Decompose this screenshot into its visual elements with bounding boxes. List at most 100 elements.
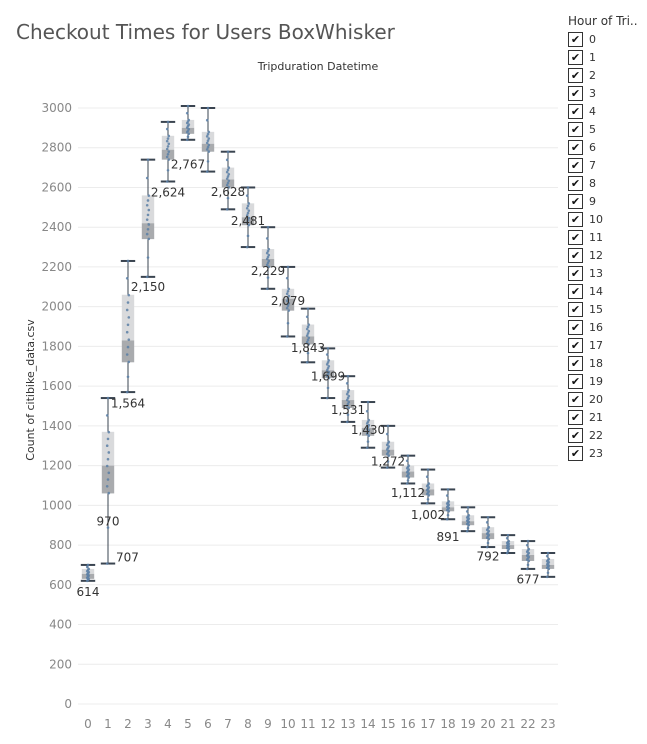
legend-item-hour-20[interactable]: ✔ 20	[568, 390, 647, 408]
checkbox-checked-icon[interactable]: ✔	[568, 67, 583, 83]
checkbox-checked-icon[interactable]: ✔	[568, 103, 583, 119]
legend-item-hour-3[interactable]: ✔ 3	[568, 84, 647, 102]
legend-item-hour-5[interactable]: ✔ 5	[568, 120, 647, 138]
data-point	[347, 388, 351, 392]
legend-item-label: 11	[589, 230, 603, 244]
data-label: 1,843	[291, 341, 325, 355]
data-point	[145, 218, 149, 221]
data-point	[307, 343, 311, 346]
data-point	[167, 134, 171, 138]
legend-item-hour-1[interactable]: ✔ 1	[568, 48, 647, 66]
legend-item-hour-2[interactable]: ✔ 2	[568, 66, 647, 84]
checkbox-checked-icon[interactable]: ✔	[568, 283, 583, 299]
data-point	[306, 332, 310, 335]
box-1	[100, 396, 116, 565]
data-point	[465, 529, 469, 533]
checkbox-checked-icon[interactable]: ✔	[568, 247, 583, 263]
legend-item-label: 7	[589, 158, 596, 172]
checkbox-checked-icon[interactable]: ✔	[568, 319, 583, 335]
checkbox-checked-icon[interactable]: ✔	[568, 337, 583, 353]
data-point	[246, 186, 250, 189]
checkbox-checked-icon[interactable]: ✔	[568, 211, 583, 227]
checkbox-checked-icon[interactable]: ✔	[568, 427, 583, 443]
checkbox-checked-icon[interactable]: ✔	[568, 355, 583, 371]
data-point	[165, 139, 169, 143]
legend-item-hour-9[interactable]: ✔ 9	[568, 192, 647, 210]
data-point	[326, 372, 330, 376]
data-point	[265, 251, 269, 255]
legend-item-hour-12[interactable]: ✔ 12	[568, 246, 647, 264]
data-point	[365, 409, 369, 413]
data-point	[246, 234, 250, 238]
data-point	[265, 263, 269, 267]
checkbox-checked-icon[interactable]: ✔	[568, 445, 583, 461]
legend-item-hour-13[interactable]: ✔ 13	[568, 264, 647, 282]
checkbox-checked-icon[interactable]: ✔	[568, 121, 583, 137]
legend-item-hour-22[interactable]: ✔ 22	[568, 426, 647, 444]
legend-item-hour-6[interactable]: ✔ 6	[568, 138, 647, 156]
checkbox-checked-icon[interactable]: ✔	[568, 391, 583, 407]
legend-item-hour-21[interactable]: ✔ 21	[568, 408, 647, 426]
data-point	[226, 196, 230, 200]
data-point	[227, 166, 231, 170]
data-point	[366, 440, 370, 443]
legend-item-hour-14[interactable]: ✔ 14	[568, 282, 647, 300]
legend-item-hour-16[interactable]: ✔ 16	[568, 318, 647, 336]
data-point	[207, 137, 211, 140]
data-point	[166, 152, 170, 156]
legend-item-hour-10[interactable]: ✔ 10	[568, 210, 647, 228]
legend-item-hour-23[interactable]: ✔ 23	[568, 444, 647, 462]
checkbox-checked-icon[interactable]: ✔	[568, 49, 583, 65]
data-point	[385, 432, 389, 436]
legend-item-hour-0[interactable]: ✔ 0	[568, 30, 647, 48]
legend-item-hour-7[interactable]: ✔ 7	[568, 156, 647, 174]
data-point	[266, 249, 270, 253]
data-point	[366, 400, 370, 404]
legend-item-label: 19	[589, 374, 603, 388]
legend-item-hour-4[interactable]: ✔ 4	[568, 102, 647, 120]
data-point	[347, 394, 351, 398]
checkbox-checked-icon[interactable]: ✔	[568, 409, 583, 425]
checkbox-checked-icon[interactable]: ✔	[568, 265, 583, 281]
checkbox-checked-icon[interactable]: ✔	[568, 373, 583, 389]
checkbox-checked-icon[interactable]: ✔	[568, 31, 583, 47]
data-point	[185, 138, 189, 142]
data-point	[247, 209, 251, 212]
data-point	[267, 259, 271, 263]
checkbox-checked-icon[interactable]: ✔	[568, 229, 583, 245]
y-tick-label: 0	[64, 697, 72, 711]
data-point	[447, 500, 451, 503]
y-tick-label: 600	[49, 578, 72, 592]
data-point	[227, 179, 231, 183]
legend-item-hour-11[interactable]: ✔ 11	[568, 228, 647, 246]
checkbox-checked-icon[interactable]: ✔	[568, 85, 583, 101]
box-3	[140, 158, 156, 279]
legend-item-hour-18[interactable]: ✔ 18	[568, 354, 647, 372]
data-point	[267, 265, 271, 269]
y-tick-label: 1400	[41, 419, 72, 433]
data-point	[125, 353, 129, 356]
data-point	[167, 150, 171, 153]
box-22	[520, 539, 536, 571]
checkbox-checked-icon[interactable]: ✔	[568, 175, 583, 191]
checkbox-checked-icon[interactable]: ✔	[568, 301, 583, 317]
data-point	[227, 172, 231, 176]
legend-item-hour-19[interactable]: ✔ 19	[568, 372, 647, 390]
data-point	[146, 199, 150, 202]
data-point	[265, 257, 269, 261]
legend-item-hour-8[interactable]: ✔ 8	[568, 174, 647, 192]
legend-item-hour-17[interactable]: ✔ 17	[568, 336, 647, 354]
data-point	[386, 460, 390, 463]
data-point	[287, 287, 291, 291]
legend-item-hour-15[interactable]: ✔ 15	[568, 300, 647, 318]
legend-item-label: 18	[589, 356, 603, 370]
checkbox-checked-icon[interactable]: ✔	[568, 157, 583, 173]
x-tick-label: 13	[340, 717, 355, 731]
data-point	[226, 168, 230, 172]
data-point	[427, 482, 431, 485]
y-axis-label: Count of citibike_data.csv	[24, 319, 37, 461]
checkbox-checked-icon[interactable]: ✔	[568, 139, 583, 155]
checkbox-checked-icon[interactable]: ✔	[568, 193, 583, 209]
x-tick-label: 16	[400, 717, 415, 731]
data-point	[346, 413, 350, 417]
